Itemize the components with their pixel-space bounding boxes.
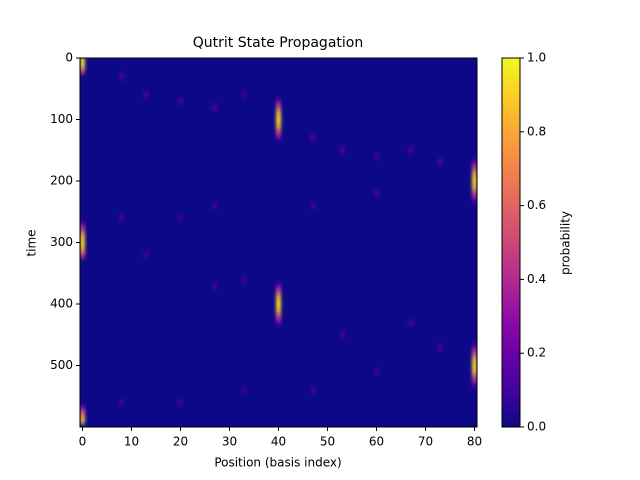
heatmap-cell bbox=[241, 276, 247, 283]
colorbar-label: probability bbox=[559, 211, 573, 275]
colorbar-tick-label: 0.2 bbox=[527, 346, 546, 360]
colorbar-tick-label: 0.6 bbox=[527, 198, 546, 212]
heatmap-cell bbox=[276, 288, 281, 295]
heatmap-cell bbox=[119, 399, 125, 406]
heatmap-cell bbox=[178, 214, 183, 221]
heatmap-cell bbox=[472, 196, 477, 203]
heatmap-cell bbox=[374, 153, 379, 160]
heatmap-cell bbox=[276, 116, 281, 123]
heatmap-cell bbox=[80, 239, 85, 246]
heatmap-cell bbox=[276, 300, 281, 308]
heatmap-cell bbox=[472, 177, 477, 185]
heatmap-cell bbox=[408, 319, 414, 326]
y-tick-label: 200 bbox=[50, 174, 73, 188]
heatmap-cell bbox=[80, 417, 85, 424]
heatmap-cell bbox=[276, 122, 281, 129]
colorbar bbox=[501, 57, 521, 428]
heatmap-cell bbox=[276, 282, 281, 289]
heatmap-cell bbox=[80, 67, 85, 74]
heatmap-cell bbox=[374, 368, 379, 375]
heatmap-cell bbox=[119, 214, 125, 221]
heatmap-cell bbox=[374, 190, 379, 197]
heatmap-cell bbox=[472, 184, 477, 191]
heatmap-cell bbox=[276, 313, 281, 320]
colorbar-tick-label: 1.0 bbox=[527, 51, 546, 65]
heatmap-cell bbox=[339, 147, 345, 154]
heatmap-cell bbox=[80, 251, 85, 258]
heatmap-cell bbox=[80, 220, 85, 228]
colorbar-tick-label: 0.0 bbox=[527, 420, 546, 434]
heatmap-cell bbox=[472, 356, 477, 363]
x-tick-label: 80 bbox=[467, 435, 482, 449]
chart-title: Qutrit State Propagation bbox=[193, 35, 363, 51]
x-tick-label: 40 bbox=[271, 435, 286, 449]
heatmap-cell bbox=[241, 387, 247, 394]
heatmap-cell bbox=[276, 294, 281, 301]
x-tick-label: 0 bbox=[79, 435, 87, 449]
heatmap-cell bbox=[472, 343, 477, 351]
y-tick-label: 400 bbox=[50, 297, 73, 311]
heatmap-cell bbox=[437, 159, 443, 166]
heatmap-cell bbox=[178, 97, 183, 105]
heatmap-cell bbox=[472, 159, 477, 166]
heatmap-cell bbox=[472, 374, 477, 381]
heatmap-cell bbox=[143, 251, 149, 258]
cells bbox=[80, 58, 477, 424]
heatmap-cell bbox=[80, 58, 85, 62]
heatmap-cell bbox=[80, 61, 85, 68]
heatmap-cell bbox=[472, 350, 477, 357]
heatmap-cell bbox=[276, 128, 281, 135]
heatmap-cell bbox=[472, 362, 477, 369]
heatmap-cell bbox=[143, 91, 149, 98]
heatmap-cell bbox=[339, 331, 345, 338]
heatmap-cell bbox=[276, 97, 281, 105]
x-tick-label: 60 bbox=[369, 435, 384, 449]
x-tick-label: 10 bbox=[124, 435, 139, 449]
y-tick-label: 300 bbox=[50, 235, 73, 249]
x-axis-label: Position (basis index) bbox=[214, 456, 341, 470]
heatmap-cell bbox=[241, 91, 247, 98]
colorbar-tick-label: 0.4 bbox=[527, 272, 546, 286]
heatmap-cell bbox=[310, 387, 316, 394]
heatmap-cell bbox=[80, 411, 85, 418]
heatmap-cell bbox=[276, 104, 281, 111]
heatmap-cell bbox=[212, 282, 218, 289]
heatmap-cell bbox=[472, 190, 477, 197]
heatmap-cell bbox=[437, 343, 443, 351]
heatmap-cell bbox=[212, 202, 218, 209]
heatmap-cell bbox=[310, 134, 316, 142]
y-tick-label: 500 bbox=[50, 358, 73, 372]
x-tick-label: 50 bbox=[320, 435, 335, 449]
heatmap-cell bbox=[276, 110, 281, 117]
heatmap-cell bbox=[80, 245, 85, 252]
x-tick-label: 30 bbox=[222, 435, 237, 449]
heatmap-cell bbox=[119, 73, 125, 80]
heatmap-cell bbox=[276, 319, 281, 326]
heatmap-cell bbox=[310, 202, 316, 209]
heatmap-cell bbox=[472, 368, 477, 375]
heatmap-cell bbox=[80, 227, 85, 234]
y-axis-label: time bbox=[25, 229, 39, 256]
heatmap-cell bbox=[472, 171, 477, 178]
colorbar-tick-label: 0.8 bbox=[527, 124, 546, 138]
heatmap-cell bbox=[276, 134, 281, 142]
heatmap-cell bbox=[178, 399, 183, 406]
heatmap-cell bbox=[472, 165, 477, 172]
y-tick-label: 0 bbox=[65, 51, 73, 65]
heatmap-cell bbox=[212, 104, 218, 111]
heatmap-cell bbox=[472, 380, 477, 388]
heatmap-cell bbox=[408, 147, 414, 154]
x-tick-label: 70 bbox=[418, 435, 433, 449]
heatmap-cell bbox=[276, 307, 281, 314]
x-tick-label: 20 bbox=[173, 435, 188, 449]
heatmap-cell bbox=[80, 405, 85, 412]
heatmap-cell bbox=[80, 233, 85, 240]
y-tick-label: 100 bbox=[50, 112, 73, 126]
